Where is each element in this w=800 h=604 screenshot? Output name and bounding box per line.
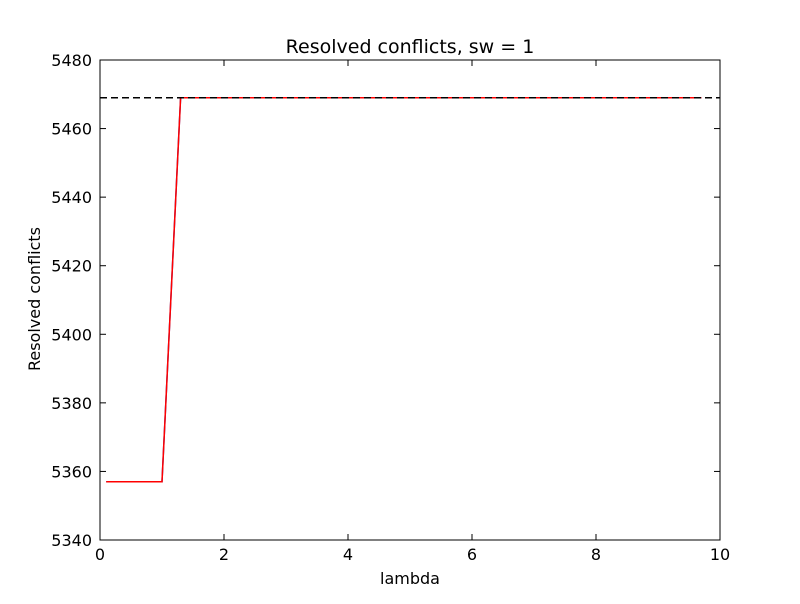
x-tick-label: 10 bbox=[710, 545, 730, 564]
plot-area: 0 2 4 6 8 10 5340 5360 5380 5400 5420 5440 5460 5480 bbox=[51, 51, 730, 564]
x-tick-label: 2 bbox=[219, 545, 229, 564]
series-line-2 bbox=[106, 96, 702, 483]
y-tick-label: 5460 bbox=[51, 120, 92, 139]
y-axis-label: Resolved conflicts bbox=[25, 227, 44, 371]
y-tick-label: 5420 bbox=[51, 257, 92, 276]
x-tick-label: 0 bbox=[95, 545, 105, 564]
x-tick-label: 6 bbox=[467, 545, 477, 564]
chart-title: Resolved conflicts, sw = 1 bbox=[286, 36, 535, 58]
y-tick-label: 5400 bbox=[51, 325, 92, 344]
y-tick-label: 5480 bbox=[51, 51, 92, 70]
x-tick-label: 4 bbox=[343, 545, 353, 564]
x-axis-label: lambda bbox=[380, 569, 440, 588]
series-line-1 bbox=[106, 96, 702, 483]
x-tick-label: 8 bbox=[591, 545, 601, 564]
y-tick-label: 5360 bbox=[51, 462, 92, 481]
plot-frame bbox=[99, 59, 721, 541]
y-tick-label: 5340 bbox=[51, 531, 92, 550]
y-tick-label: 5440 bbox=[51, 188, 92, 207]
y-tick-label: 5380 bbox=[51, 394, 92, 413]
